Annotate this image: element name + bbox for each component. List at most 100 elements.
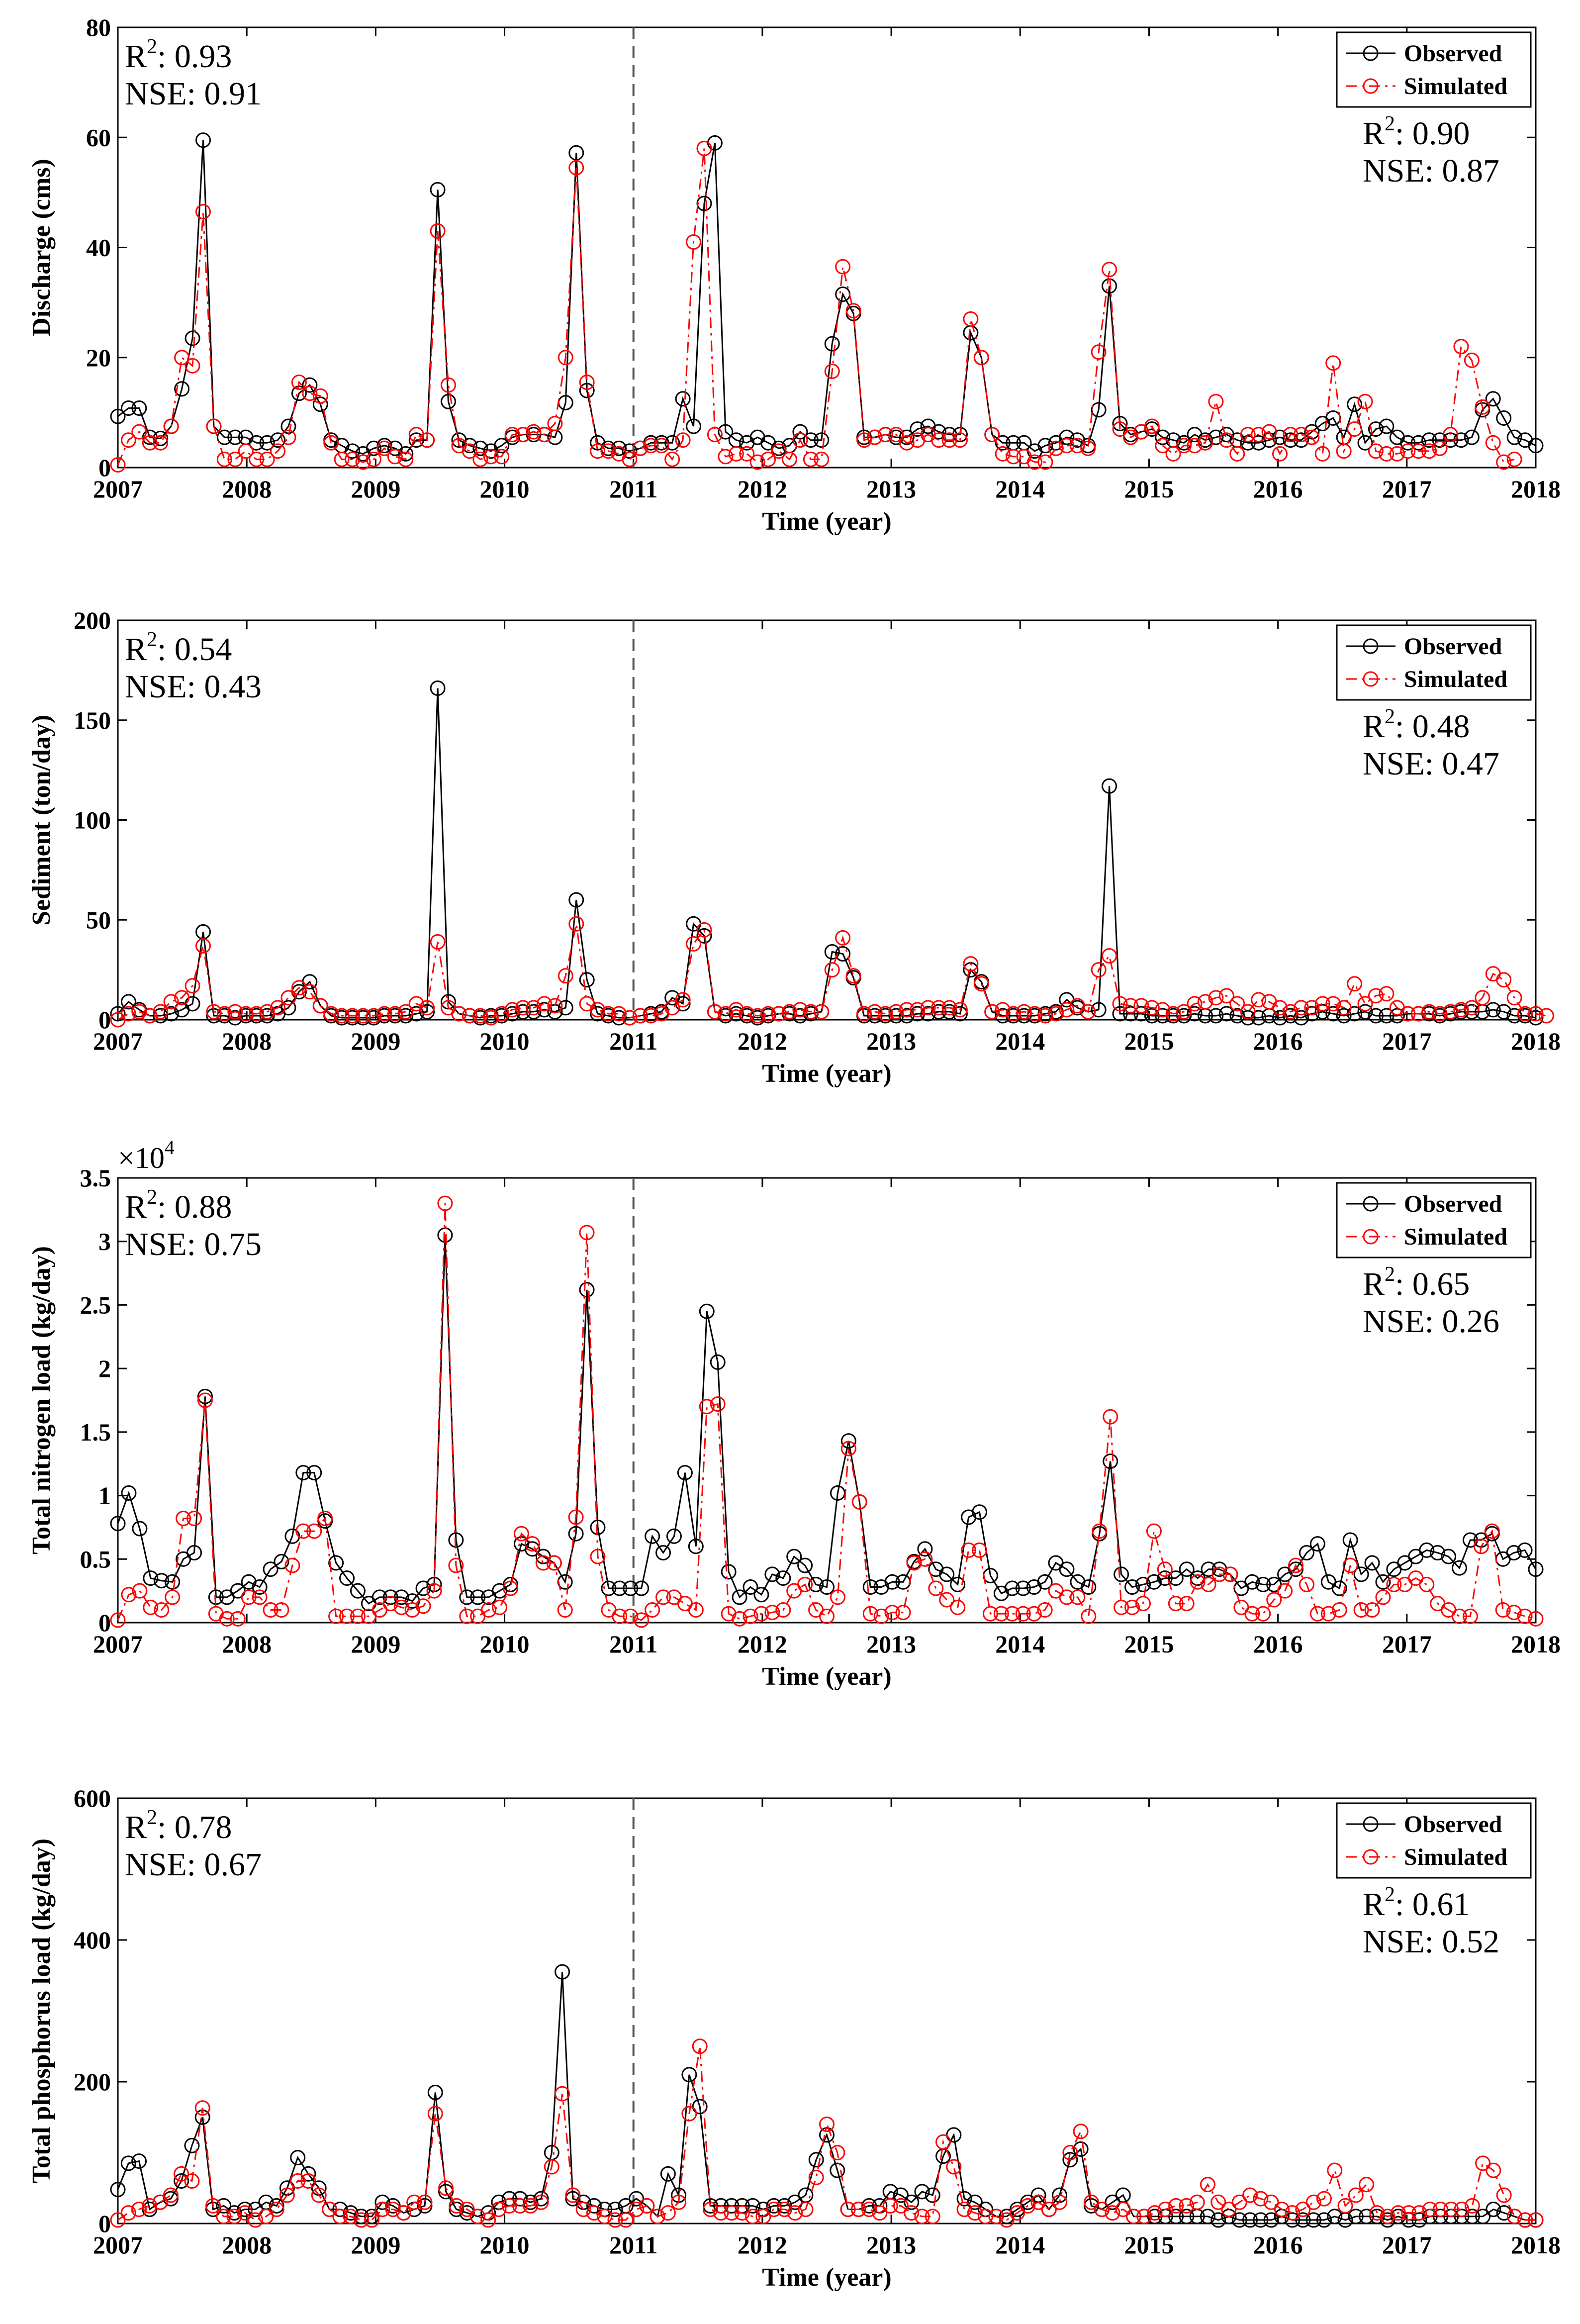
simulated-point (1263, 2194, 1279, 2210)
simulated-point (931, 1000, 947, 1016)
y-tick-label: 3.5 (80, 1164, 111, 1192)
simulated-point (259, 451, 275, 467)
simulated-point (710, 1396, 726, 1412)
observed-point (1369, 2209, 1385, 2225)
simulated-point (982, 1606, 998, 1622)
observed-point (1218, 1006, 1234, 1022)
simulated-point (1538, 1008, 1554, 1024)
y-tick-label: 20 (86, 344, 111, 372)
calibration-stats-r2-sup: 2 (147, 1806, 157, 1829)
simulated-point (1368, 443, 1384, 459)
observed-point (438, 2184, 454, 2200)
simulated-point (419, 1000, 435, 1016)
observed-point (931, 1004, 947, 1020)
y-tick-label: 150 (74, 706, 111, 734)
simulated-point (760, 1006, 776, 1022)
observed-point (350, 1583, 366, 1599)
simulated-point (1091, 962, 1107, 978)
simulated-point (195, 204, 211, 220)
simulated-point (973, 976, 989, 992)
simulated-point (1305, 2194, 1321, 2210)
observed-point (110, 1006, 126, 1022)
simulated-point (186, 1511, 202, 1527)
simulated-point (1272, 1000, 1288, 1016)
observed-point (819, 1579, 835, 1595)
simulated-point (1443, 1004, 1459, 1020)
simulated-point (1240, 427, 1256, 443)
simulated-point (110, 2212, 126, 2228)
simulated-point (941, 1000, 957, 1016)
observed-point (797, 1557, 813, 1573)
simulated-point (1124, 1599, 1140, 1615)
simulated-point (1146, 1523, 1162, 1539)
simulated-point (216, 451, 232, 467)
simulated-point (241, 1589, 257, 1605)
simulated-point (472, 1008, 488, 1024)
simulated-point (639, 2198, 655, 2214)
x-tick-label: 2018 (1511, 1630, 1561, 1658)
observed-point (523, 2194, 539, 2210)
simulated-point (675, 432, 691, 448)
simulated-point (526, 424, 542, 440)
simulated-point (728, 1002, 744, 1018)
observed-point (462, 438, 477, 454)
observed-point (419, 1004, 435, 1020)
observed-point (1464, 1004, 1480, 1020)
simulated-point (1451, 1608, 1467, 1624)
y-multiplier-base: ×10 (118, 1142, 165, 1174)
simulated-point (568, 1509, 584, 1525)
observed-point (252, 1579, 268, 1595)
observed-point (186, 1545, 202, 1561)
simulated-point (382, 1596, 398, 1612)
observed-point (1016, 1008, 1032, 1024)
simulated-point (1144, 1000, 1160, 1016)
simulated-point (385, 2202, 401, 2217)
simulated-point (131, 1004, 147, 1020)
simulated-point (856, 432, 872, 448)
validation-stats-r2: R2: 0.61 (1363, 1883, 1470, 1923)
simulated-point (1443, 427, 1459, 443)
simulated-point (835, 930, 851, 946)
observed-point (1496, 1004, 1512, 1020)
observed-point (1485, 1002, 1501, 1018)
simulated-point (1272, 446, 1288, 462)
observed-point (995, 1008, 1011, 1024)
observed-point (1485, 391, 1501, 407)
simulated-point (629, 2202, 645, 2217)
simulated-point (1486, 2162, 1501, 2178)
simulated-point (692, 2038, 708, 2054)
observed-point (776, 2198, 792, 2214)
observed-point (1240, 1010, 1256, 1026)
x-tick-label: 2009 (351, 1027, 400, 1055)
simulated-point (417, 2194, 433, 2210)
simulated-point (675, 992, 691, 1008)
observed-point (732, 1589, 747, 1605)
simulated-point (1027, 1006, 1043, 1022)
observed-point (688, 1539, 704, 1554)
simulated-point (873, 1608, 889, 1624)
observed-point (274, 1553, 289, 1569)
simulated-point (568, 916, 584, 932)
simulated-point (513, 1526, 529, 1542)
simulated-point (1410, 443, 1426, 459)
simulated-point (1464, 2198, 1480, 2214)
simulated-point (1347, 976, 1363, 992)
simulated-point (1115, 2202, 1131, 2217)
legend-marker-observed (1363, 1816, 1379, 1832)
simulated-point (1059, 1589, 1075, 1605)
observed-point (995, 435, 1011, 451)
simulated-point (494, 1006, 510, 1022)
observed-point (660, 2166, 676, 2182)
simulated-point (1283, 427, 1299, 443)
observed-point (956, 2191, 972, 2207)
observed-point (1506, 1008, 1522, 1024)
observed-point (622, 443, 638, 459)
simulated-point (1517, 1608, 1533, 1624)
observed-point (120, 994, 136, 1010)
simulated-point (406, 2194, 422, 2210)
simulated-point (1037, 1008, 1053, 1024)
x-axis-label: Time (year) (762, 507, 891, 536)
observed-point (904, 2194, 920, 2210)
simulated-point (312, 998, 328, 1014)
observed-point (1375, 1574, 1391, 1590)
